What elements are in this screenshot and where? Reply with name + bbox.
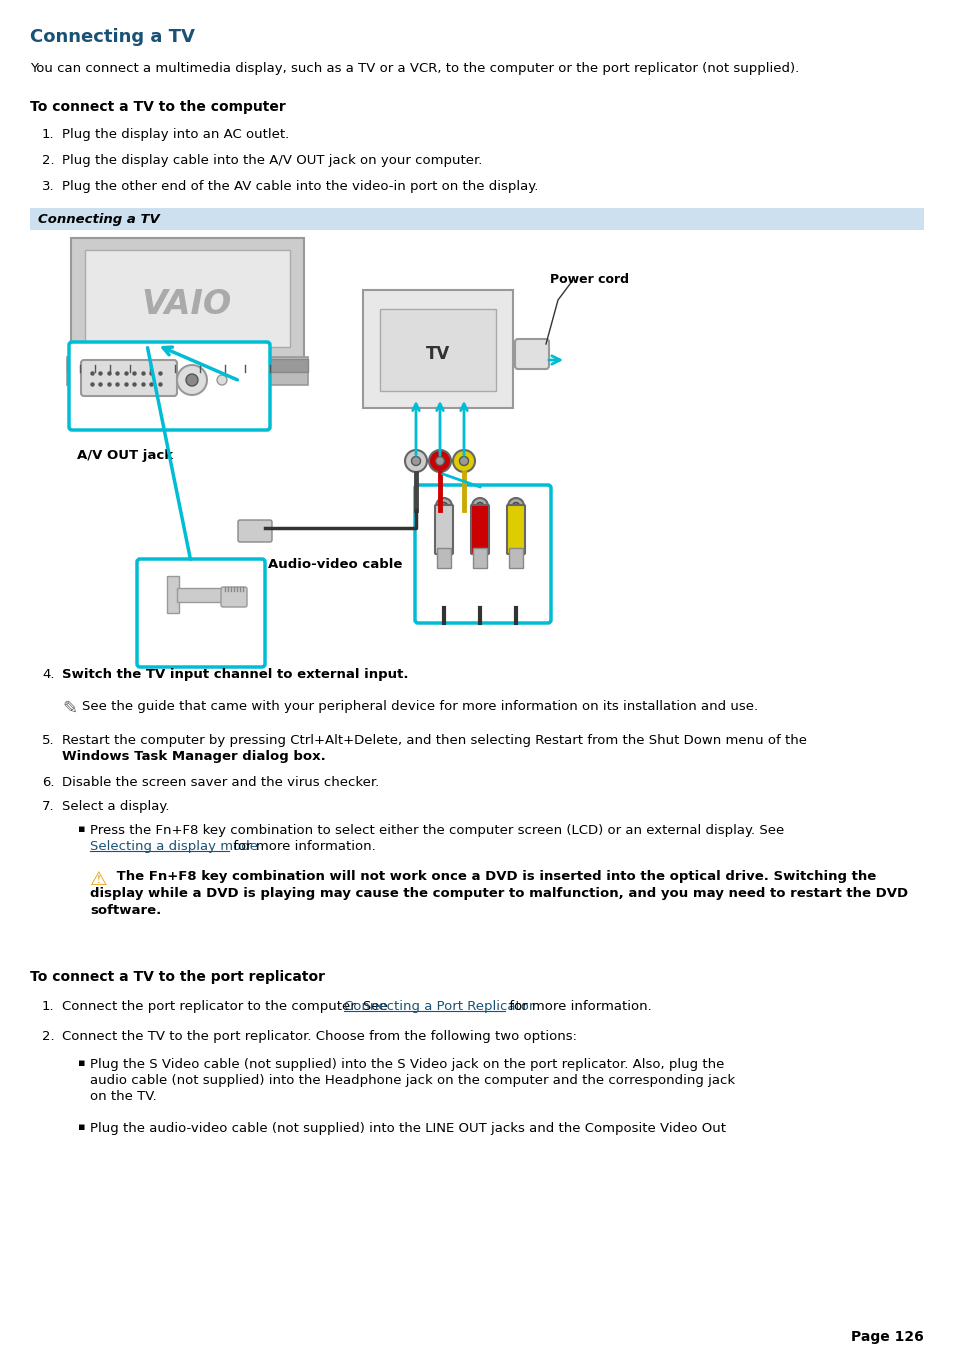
FancyBboxPatch shape <box>379 309 496 390</box>
FancyBboxPatch shape <box>69 342 270 430</box>
Circle shape <box>177 365 207 394</box>
Text: 2.: 2. <box>42 154 54 168</box>
FancyBboxPatch shape <box>221 586 247 607</box>
Text: Plug the audio-video cable (not supplied) into the LINE OUT jacks and the Compos: Plug the audio-video cable (not supplied… <box>90 1121 725 1135</box>
Circle shape <box>476 503 483 509</box>
FancyBboxPatch shape <box>71 238 304 361</box>
FancyBboxPatch shape <box>436 549 451 567</box>
FancyBboxPatch shape <box>67 357 308 385</box>
Text: Connecting a TV: Connecting a TV <box>30 28 194 46</box>
Text: ▪: ▪ <box>78 1058 86 1069</box>
Text: Restart the computer by pressing Ctrl+Alt+Delete, and then selecting Restart fro: Restart the computer by pressing Ctrl+Al… <box>62 734 806 747</box>
Text: 3.: 3. <box>42 180 54 193</box>
Text: Selecting a display mode: Selecting a display mode <box>90 840 257 852</box>
Text: Connecting a Port Replicator: Connecting a Port Replicator <box>343 1000 534 1013</box>
Circle shape <box>411 457 420 466</box>
Circle shape <box>512 503 519 509</box>
Text: on the TV.: on the TV. <box>90 1090 156 1102</box>
Text: Plug the display into an AC outlet.: Plug the display into an AC outlet. <box>62 128 289 141</box>
Text: TV: TV <box>425 345 450 363</box>
Circle shape <box>405 450 427 471</box>
FancyBboxPatch shape <box>363 290 513 408</box>
Text: ⚠: ⚠ <box>90 870 108 889</box>
Text: VAIO: VAIO <box>142 288 232 320</box>
Text: 1.: 1. <box>42 1000 54 1013</box>
FancyBboxPatch shape <box>415 485 551 623</box>
Text: audio cable (not supplied) into the Headphone jack on the computer and the corre: audio cable (not supplied) into the Head… <box>90 1074 735 1088</box>
FancyBboxPatch shape <box>509 549 522 567</box>
FancyBboxPatch shape <box>237 520 272 542</box>
FancyBboxPatch shape <box>85 250 290 347</box>
Circle shape <box>440 503 447 509</box>
Text: for more information.: for more information. <box>504 1000 651 1013</box>
Text: Select a display.: Select a display. <box>62 800 170 813</box>
Text: Connect the TV to the port replicator. Choose from the following two options:: Connect the TV to the port replicator. C… <box>62 1029 577 1043</box>
Text: 7.: 7. <box>42 800 54 813</box>
Circle shape <box>436 499 452 513</box>
FancyBboxPatch shape <box>67 359 308 372</box>
Text: A/V OUT jack: A/V OUT jack <box>77 449 172 462</box>
Text: for more information.: for more information. <box>229 840 375 852</box>
Text: Disable the screen saver and the virus checker.: Disable the screen saver and the virus c… <box>62 775 379 789</box>
Circle shape <box>429 450 451 471</box>
Text: ▪: ▪ <box>78 1121 86 1132</box>
Circle shape <box>459 457 468 466</box>
Text: 6.: 6. <box>42 775 54 789</box>
Text: 4.: 4. <box>42 667 54 681</box>
Text: To connect a TV to the computer: To connect a TV to the computer <box>30 100 286 113</box>
Text: Plug the display cable into the A/V OUT jack on your computer.: Plug the display cable into the A/V OUT … <box>62 154 482 168</box>
Circle shape <box>507 499 523 513</box>
Text: 1.: 1. <box>42 128 54 141</box>
FancyBboxPatch shape <box>435 505 453 554</box>
FancyBboxPatch shape <box>137 559 265 667</box>
Text: 5.: 5. <box>42 734 54 747</box>
Text: The Fn+F8 key combination will not work once a DVD is inserted into the optical : The Fn+F8 key combination will not work … <box>112 870 876 884</box>
Text: To connect a TV to the port replicator: To connect a TV to the port replicator <box>30 970 325 984</box>
Circle shape <box>453 450 475 471</box>
Text: You can connect a multimedia display, such as a TV or a VCR, to the computer or : You can connect a multimedia display, su… <box>30 62 799 76</box>
FancyBboxPatch shape <box>167 576 179 613</box>
Circle shape <box>216 376 227 385</box>
Text: 2.: 2. <box>42 1029 54 1043</box>
FancyBboxPatch shape <box>177 588 224 603</box>
Text: Connecting a TV: Connecting a TV <box>38 213 159 226</box>
FancyBboxPatch shape <box>30 208 923 230</box>
FancyBboxPatch shape <box>81 359 177 396</box>
FancyBboxPatch shape <box>471 505 489 554</box>
FancyBboxPatch shape <box>30 230 923 644</box>
Text: Plug the other end of the AV cable into the video-in port on the display.: Plug the other end of the AV cable into … <box>62 180 537 193</box>
Text: Press the Fn+F8 key combination to select either the computer screen (LCD) or an: Press the Fn+F8 key combination to selec… <box>90 824 783 838</box>
Circle shape <box>186 374 198 386</box>
FancyBboxPatch shape <box>515 339 548 369</box>
Circle shape <box>472 499 488 513</box>
Text: ✎: ✎ <box>62 700 77 717</box>
Text: ▪: ▪ <box>78 824 86 834</box>
Text: See the guide that came with your peripheral device for more information on its : See the guide that came with your periph… <box>82 700 758 713</box>
Text: software.: software. <box>90 904 161 917</box>
Text: Plug the S Video cable (not supplied) into the S Video jack on the port replicat: Plug the S Video cable (not supplied) in… <box>90 1058 723 1071</box>
FancyBboxPatch shape <box>473 549 486 567</box>
FancyBboxPatch shape <box>506 505 524 554</box>
Text: Windows Task Manager dialog box.: Windows Task Manager dialog box. <box>62 750 325 763</box>
Text: Power cord: Power cord <box>550 273 628 286</box>
Text: Connect the port replicator to the computer. See: Connect the port replicator to the compu… <box>62 1000 392 1013</box>
Text: Audio-video cable: Audio-video cable <box>268 558 402 571</box>
Text: Page 126: Page 126 <box>850 1329 923 1344</box>
Text: display while a DVD is playing may cause the computer to malfunction, and you ma: display while a DVD is playing may cause… <box>90 888 907 900</box>
Circle shape <box>435 457 444 466</box>
Text: Switch the TV input channel to external input.: Switch the TV input channel to external … <box>62 667 408 681</box>
